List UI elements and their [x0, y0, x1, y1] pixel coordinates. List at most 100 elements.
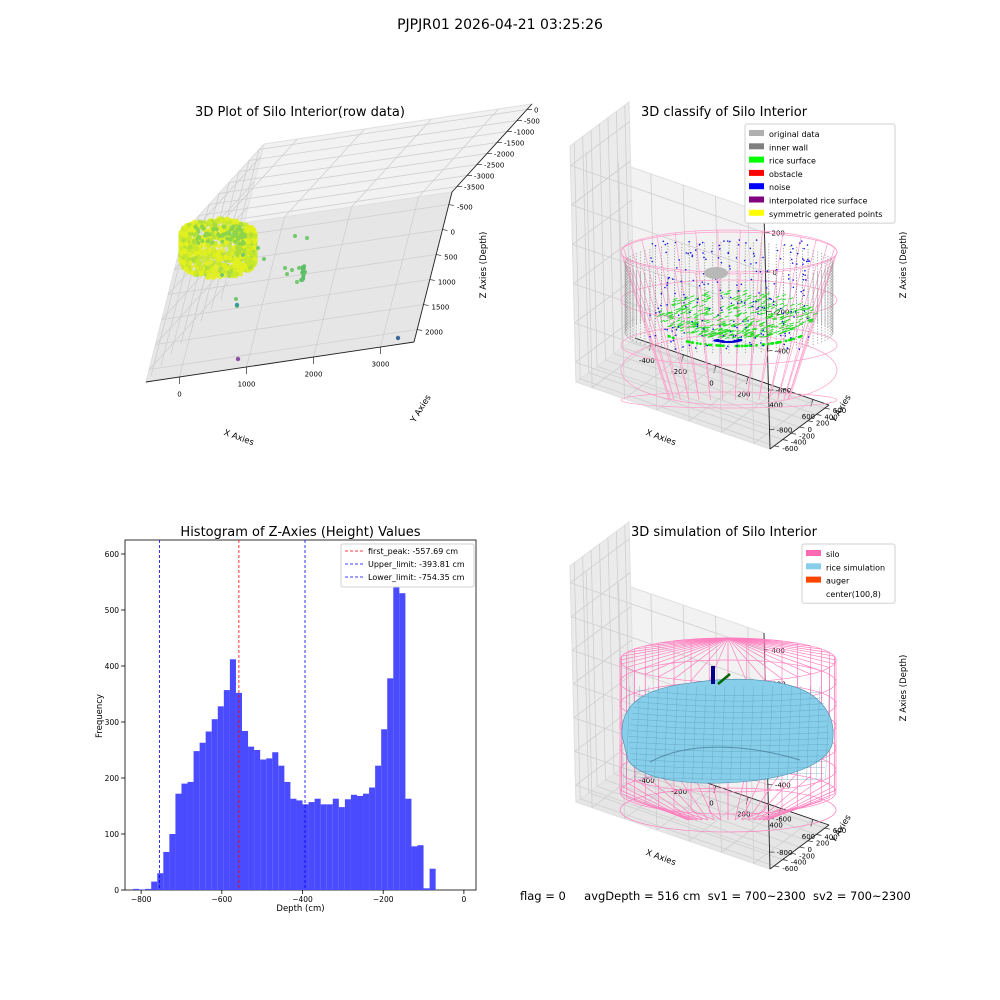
x-tick-label: 2000 — [305, 370, 323, 378]
histogram-bar — [187, 781, 194, 890]
data-point — [295, 280, 299, 284]
histogram-bar — [429, 868, 436, 890]
legend-label: Upper_limit: -393.81 cm — [368, 560, 465, 569]
legend-label: first_peak: -557.69 cm — [368, 547, 458, 556]
x-tick-label: -400 — [639, 777, 655, 785]
y-tick-label: 1500 — [432, 304, 450, 312]
original-data-cluster — [704, 267, 728, 279]
y-tick-label: 500 — [444, 254, 457, 262]
legend-simulation — [801, 543, 896, 604]
histogram-bar — [133, 888, 140, 890]
y-tick-label: 200 — [816, 840, 829, 848]
z-tick-label: -400 — [775, 348, 791, 356]
legend-swatch — [806, 563, 821, 570]
histogram-bar — [332, 798, 339, 890]
x-tick-label: -200 — [671, 788, 687, 796]
histogram-bar — [266, 758, 273, 890]
z-tick-label: 400 — [771, 647, 784, 655]
y-tick-label: 0 — [808, 426, 812, 434]
x-tick-label: −200 — [373, 895, 394, 904]
sv2-text: sv2 = 700~2300 — [812, 889, 911, 903]
y-tick-label: -500 — [457, 204, 473, 212]
legend-label: noise — [769, 183, 790, 192]
legend-label: interpolated rice surface — [769, 197, 867, 206]
histogram-bar — [139, 889, 146, 890]
histogram-bar — [248, 746, 255, 890]
flag-text: flag = 0 — [520, 889, 566, 903]
z-tick-label: 0 — [773, 269, 777, 277]
y-tick-label: 0 — [808, 846, 812, 854]
x-tick-label: 400 — [769, 822, 782, 830]
histogram-bar — [344, 799, 351, 890]
x-tick-label: 200 — [737, 390, 750, 398]
histogram-bar — [363, 793, 370, 890]
legend-label: silo — [826, 550, 840, 559]
data-point — [293, 234, 297, 238]
histogram-bar — [320, 804, 327, 890]
data-point — [305, 236, 309, 240]
legend-histogram: first_peak: -557.69 cm Upper_limit: -393.… — [340, 543, 475, 588]
legend-label: inner wall — [769, 143, 808, 152]
histogram-bar — [229, 659, 236, 890]
x-tick-label: −400 — [292, 895, 313, 904]
data-point — [285, 272, 289, 276]
y-tick-label: -400 — [791, 439, 807, 447]
x-tick-label: 600 — [802, 413, 815, 421]
data-ring — [178, 216, 258, 280]
histogram-bar — [308, 802, 315, 890]
histogram-bar — [314, 798, 321, 890]
y-tick-label: 0 — [451, 229, 455, 237]
y-tick-label: 400 — [105, 662, 120, 671]
histogram-bar — [151, 881, 158, 890]
z-tick-label: -3500 — [464, 184, 484, 192]
histogram-bar — [169, 834, 176, 890]
histogram-bar — [217, 706, 224, 890]
legend-swatch — [749, 143, 764, 150]
histogram-bar — [423, 888, 430, 890]
outlier-point — [395, 335, 401, 341]
x-tick-label: 600 — [802, 833, 815, 841]
rice-simulation-surface — [621, 678, 834, 784]
legend-swatch — [749, 156, 764, 163]
histogram-bar — [260, 759, 267, 890]
histogram-bar — [175, 793, 182, 890]
histogram-bar — [302, 804, 309, 890]
histogram-bar — [411, 846, 418, 890]
data-point — [256, 246, 260, 250]
x-axis-label: X Axies — [222, 428, 255, 448]
histogram-bar — [381, 729, 388, 890]
x-tick-label: 0 — [177, 390, 181, 398]
histogram-bar — [242, 730, 249, 890]
y-tick-label: -400 — [791, 859, 807, 867]
legend-label: center(100,8) — [826, 590, 881, 599]
y-tick-label: 600 — [833, 407, 846, 415]
legend-swatch — [749, 169, 764, 176]
z-tick-label: -2000 — [494, 151, 514, 159]
z-tick-label: -1500 — [504, 140, 524, 148]
z-tick-label: 200 — [772, 230, 785, 238]
y-tick-label: 600 — [833, 827, 846, 835]
x-tick-label: −600 — [212, 895, 233, 904]
legend-swatch — [749, 209, 764, 216]
x-tick-label: 3000 — [372, 360, 390, 368]
figure-title: PJPJR01 2026-04-21 03:25:26 — [397, 17, 603, 33]
avg-depth-text: avgDepth = 516 cm — [584, 889, 701, 903]
histogram-bar — [223, 690, 230, 890]
x-tick-label: 200 — [737, 810, 750, 818]
y-tick-label: 0 — [114, 886, 119, 895]
data-point — [234, 297, 238, 301]
z-tick-label: -600 — [776, 815, 792, 823]
z-tick-label: -800 — [777, 426, 793, 434]
x-tick-label: 0 — [709, 799, 713, 807]
panel-title: 3D classify of Silo Interior — [641, 105, 808, 120]
z-tick-label: -600 — [776, 387, 792, 395]
y-tick-label: 1000 — [438, 279, 456, 287]
legend-swatch — [806, 550, 821, 556]
legend-label: obstacle — [769, 170, 803, 179]
legend-label: Lower_limit: -754.35 cm — [368, 573, 465, 582]
y-tick-label: 200 — [105, 774, 120, 783]
y-tick-label: 200 — [816, 420, 829, 428]
y-tick-label: 600 — [105, 550, 120, 559]
y-tick-label: 2000 — [425, 329, 443, 337]
